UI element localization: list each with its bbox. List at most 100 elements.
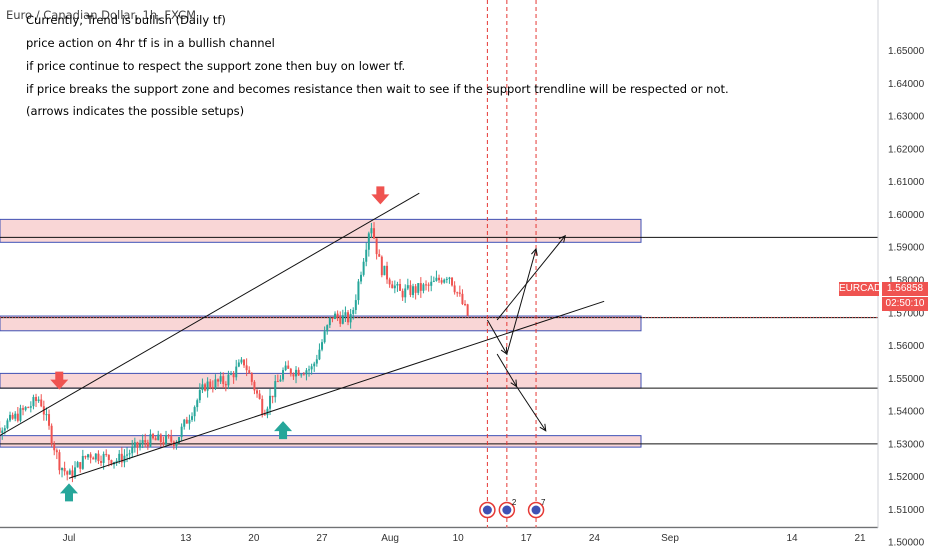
candle-body: [289, 368, 292, 375]
candle-body: [133, 442, 136, 447]
candle-body: [162, 442, 165, 445]
candle-body: [443, 279, 446, 283]
candle-body: [35, 397, 38, 401]
candle-body: [378, 254, 381, 257]
candle-body: [81, 455, 84, 469]
candle-body: [118, 453, 121, 461]
candle-body: [344, 312, 347, 316]
event-lines-layer: [486, 0, 537, 528]
economic-event-icon-inner: [531, 505, 541, 515]
price-tick-label: 1.53000: [888, 439, 925, 450]
time-tick-label: 13: [180, 533, 192, 544]
candle-body: [55, 450, 58, 453]
arrowhead: [510, 379, 518, 388]
candle-body: [284, 365, 287, 371]
candle-body: [461, 293, 464, 304]
candle-body: [9, 414, 12, 421]
candle-body: [412, 286, 415, 295]
candle-body: [68, 470, 71, 475]
candle-body: [367, 233, 370, 250]
candle-body: [362, 261, 365, 275]
candle-body: [438, 277, 441, 281]
note-line: if price breaks the support zone and bec…: [26, 82, 729, 96]
candle-body: [401, 290, 404, 298]
trendlines-layer: [0, 192, 605, 479]
time-tick-label: 21: [854, 533, 866, 544]
candle-body: [74, 467, 77, 478]
candle-body: [94, 453, 97, 460]
price-tick-label: 1.58000: [888, 275, 925, 286]
candle-body: [157, 434, 160, 441]
candle-body: [404, 288, 407, 298]
candle-body: [92, 457, 95, 460]
setup-arrows-layer: [486, 234, 566, 432]
candle-body: [310, 366, 313, 370]
candle-body: [110, 460, 113, 465]
candle-body: [248, 370, 251, 374]
candle-body: [211, 386, 214, 389]
economic-event-icon-inner: [502, 505, 512, 515]
candle-body: [266, 408, 269, 416]
candle-body: [334, 313, 337, 319]
candle-body: [331, 317, 334, 319]
candle-body: [178, 437, 181, 444]
candle-body: [139, 444, 142, 448]
candle-body: [276, 381, 279, 383]
candle-body: [3, 428, 6, 431]
candle-body: [297, 369, 300, 376]
price-tick-label: 1.59000: [888, 243, 925, 254]
candle-body: [115, 460, 118, 462]
candle-body: [146, 442, 149, 447]
candle-body: [287, 365, 290, 369]
sell-arrow-icon: [371, 186, 390, 205]
candle-body: [230, 373, 233, 375]
candle-body: [321, 342, 324, 350]
candle-body: [102, 453, 105, 463]
candle-body: [217, 379, 220, 382]
candle-body: [201, 384, 204, 391]
candle-body: [388, 279, 391, 285]
arrowhead: [539, 423, 547, 432]
candle-body: [256, 390, 259, 394]
candle-body: [152, 434, 155, 439]
candle-body: [375, 238, 378, 255]
candle-body: [261, 398, 264, 415]
candle-body: [237, 362, 240, 367]
time-tick-label: Sep: [661, 533, 679, 544]
candle-body: [318, 349, 321, 360]
buy-arrow-icon: [60, 483, 78, 502]
horizontal-lines-layer: [0, 236, 878, 528]
candle-body: [22, 408, 25, 410]
candle-body: [100, 461, 103, 463]
candle-body: [24, 407, 27, 410]
buy-arrow-icon: [274, 421, 293, 440]
candle-body: [167, 435, 170, 437]
candle-body: [435, 277, 438, 281]
candle-body: [274, 381, 277, 398]
candle-body: [245, 365, 248, 371]
candle-body: [71, 470, 74, 478]
candle-body: [149, 434, 152, 447]
candle-body: [180, 426, 183, 438]
candle-body: [79, 462, 82, 469]
candle-body: [406, 285, 409, 289]
price-tick-label: 1.57000: [888, 308, 925, 319]
price-tick-label: 1.64000: [888, 79, 925, 90]
candle-body: [61, 467, 64, 471]
candle-body: [323, 331, 326, 343]
price-tick-label: 1.63000: [888, 112, 925, 123]
candle-body: [464, 303, 467, 305]
candle-body: [209, 381, 212, 387]
candle-body: [383, 265, 386, 276]
candle-body: [370, 228, 373, 234]
note-line: (arrows indicates the possible setups): [26, 104, 245, 118]
candle-body: [393, 285, 396, 289]
candle-body: [326, 325, 329, 332]
candle-body: [193, 407, 196, 417]
candle-body: [456, 292, 459, 294]
trendline: [68, 300, 605, 479]
candle-body: [107, 454, 110, 461]
setup-arrow: [496, 353, 547, 432]
price-tick-label: 1.62000: [888, 144, 925, 155]
